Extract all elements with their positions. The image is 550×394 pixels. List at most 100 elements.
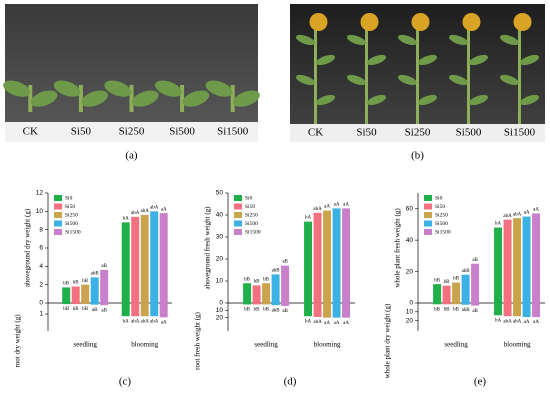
bar-letter: bB [82,279,89,284]
root-bar [121,303,130,317]
legend-label: Si0 [245,195,253,201]
root-bar [442,303,451,305]
legend-swatch [54,229,62,235]
bar [243,283,252,303]
legend-label: Si50 [245,204,255,210]
legend-label: Si500 [245,221,258,227]
root-letter: aA [524,320,530,325]
leaf [367,94,386,106]
root-bar [323,303,332,318]
bar-letter: abA [313,207,322,212]
photo-label: CK [23,126,38,138]
leaf [154,80,182,97]
root-bar [494,303,503,316]
legend-swatch [424,203,432,210]
bar-letter: abB [91,271,100,276]
root-bar [140,303,149,317]
root-letter: bA [123,319,130,324]
panel-label: (e) [474,376,487,388]
leaf [520,94,539,106]
root-letter: aB [92,308,98,313]
y-axis-title: aboveground fresh weight (g) [204,206,212,290]
root-bar [71,303,80,305]
bar [323,210,332,303]
root-letter: abB [462,308,471,313]
root-letter: bB [244,308,251,313]
root-bar [100,303,109,306]
root-letter: bB [434,307,441,312]
bar [71,286,80,303]
root-bar [243,303,252,305]
y-tick-label: 40 [406,237,414,244]
leaf [520,54,539,66]
leaf [418,54,437,66]
bar [442,285,451,303]
flower [309,13,328,31]
flower [411,13,430,31]
leaf [296,34,315,46]
y-tick-label: 0 [39,300,43,307]
photo-label: Si50 [356,127,377,139]
leaf [418,94,437,106]
x-tick-label: blooming [314,341,341,349]
y-tick-label: 4 [39,263,43,270]
leaf [469,94,488,106]
bar [90,277,99,303]
legend-label: Si50 [435,204,445,210]
y-tick-label: 12 [36,190,44,197]
root-letter: bA [495,318,502,323]
bar [461,274,470,303]
leaf [398,34,417,46]
root-bar [90,303,99,305]
bar-letter: bB [444,280,451,285]
bar [332,208,341,303]
bar-letter: abA [513,212,522,217]
photo-caption: (a) [125,150,138,162]
leaf [449,34,468,46]
bar [522,216,531,303]
y2-axis-title: whole plant dry weight (g) [384,303,392,378]
photo-b-strip [290,124,545,142]
y-tick-label: 2 [39,281,43,288]
y-tick-label: 6 [39,245,43,252]
bar [452,282,461,303]
bar [342,208,351,303]
root-letter: abA [313,320,322,325]
root-bar [281,303,290,306]
legend-swatch [54,203,62,210]
root-letter: abA [150,319,159,324]
root-letter: aB [472,309,478,314]
y-tick-label: 30 [216,234,224,241]
legend-swatch [424,212,432,218]
legend-label: Si250 [435,212,448,218]
bar [81,284,90,303]
bar-letter: bB [63,282,70,287]
photo-label: Si250 [119,126,145,138]
root-letter: aB [101,308,107,313]
root-letter: bB [73,307,80,312]
bar [131,216,140,303]
bar [150,211,159,303]
flower [462,13,481,31]
y-tick-label: 0 [219,300,223,307]
bar [503,219,512,303]
legend-swatch [424,195,432,201]
root-bar [452,303,461,305]
root-bar [503,303,512,317]
bar [494,227,503,303]
bar [281,265,290,303]
bar [313,212,322,303]
bar-letter: aA [334,203,340,208]
legend-label: Si0 [435,195,443,201]
panel-label: (c) [119,376,132,388]
bar-letter: bA [305,216,312,221]
root-bar [62,303,71,305]
bar-letter: abA [503,214,512,219]
legend-swatch [54,212,62,218]
leaf [81,90,109,107]
bar-letter: abA [131,211,140,216]
y-tick-label: 8 [39,226,43,233]
y-tick-label: 60 [406,205,414,212]
y-tick-label: 20 [216,256,224,263]
photo-label: CK [308,127,323,139]
